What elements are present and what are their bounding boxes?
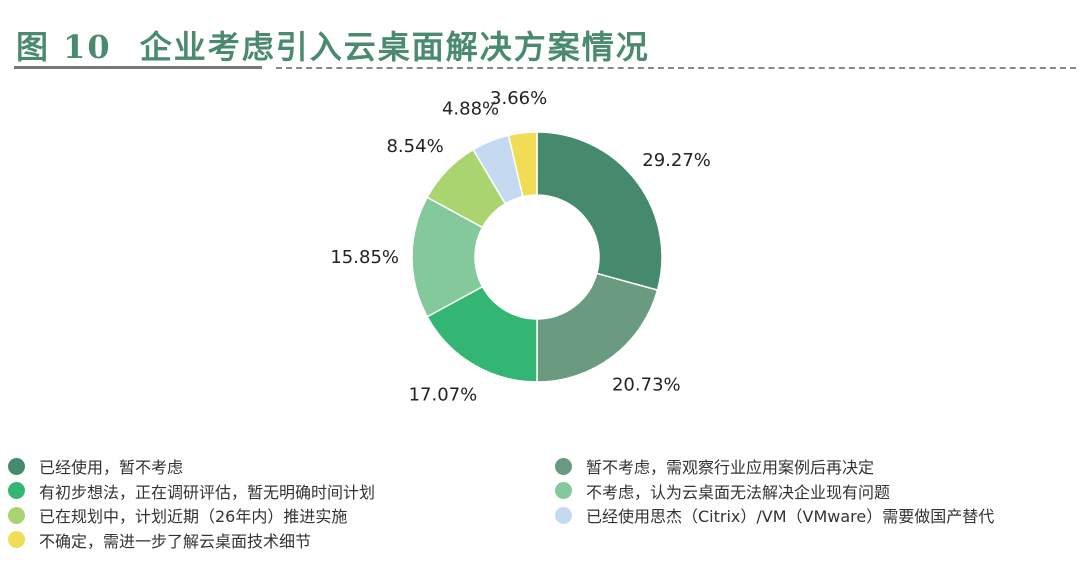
legend-label: 有初步想法，正在调研评估，暂无明确时间计划 <box>39 482 376 502</box>
data-label: 15.85% <box>330 247 399 268</box>
chart-title: 图 10 企业考虑引入云桌面解决方案情况 <box>16 22 650 68</box>
legend-label: 已经使用思杰（Citrix）/VM（VMware）需要做国产替代 <box>586 507 995 527</box>
legend-swatch <box>8 482 25 500</box>
legend-label: 已经使用，暂不考虑 <box>39 458 184 478</box>
legend-item: 已在规划中，计划近期（26年内）推进实施 <box>8 503 375 528</box>
legend-item: 暂不考虑，需观察行业应用案例后再决定 <box>555 454 994 479</box>
legend-swatch <box>555 506 572 524</box>
legend-swatch <box>555 482 572 500</box>
legend-label: 已在规划中，计划近期（26年内）推进实施 <box>39 507 348 527</box>
legend-swatch <box>555 457 572 475</box>
data-label: 8.54% <box>386 136 443 157</box>
legend-swatch <box>8 506 25 524</box>
legend-item: 已经使用思杰（Citrix）/VM（VMware）需要做国产替代 <box>555 503 994 528</box>
legend-right: 暂不考虑，需观察行业应用案例后再决定 不考虑，认为云桌面无法解决企业现有问题已经使… <box>555 454 994 528</box>
legend-swatch <box>8 531 25 549</box>
donut-slice <box>536 131 663 292</box>
donut-slice <box>536 272 659 383</box>
title-rule-solid <box>14 66 262 69</box>
legend-label: 暂不考虑，需观察行业应用案例后再决定 <box>586 458 875 478</box>
data-label: 20.73% <box>612 374 681 395</box>
legend-label: 不考虑，认为云桌面无法解决企业现有问题 <box>586 482 891 502</box>
legend-item: 不确定，需进一步了解云桌面技术细节 <box>8 528 375 553</box>
legend-item: 不考虑，认为云桌面无法解决企业现有问题 <box>555 479 994 504</box>
title-text: 企业考虑引入云桌面解决方案情况 <box>139 28 650 66</box>
legend-item: 已经使用，暂不考虑 <box>8 454 375 479</box>
data-label: 4.88% <box>442 99 499 120</box>
donut-slice <box>507 131 538 198</box>
legend-label: 不确定，需进一步了解云桌面技术细节 <box>39 531 312 551</box>
legend-left: 已经使用，暂不考虑有初步想法，正在调研评估，暂无明确时间计划 已在规划中，计划近期… <box>8 454 375 552</box>
title-rule-dashed <box>276 67 1076 69</box>
data-label: 17.07% <box>409 385 478 406</box>
figure-number: 图 10 <box>16 28 112 66</box>
legend-swatch <box>8 457 25 475</box>
data-label: 3.66% <box>490 88 547 109</box>
legend-item: 有初步想法，正在调研评估，暂无明确时间计划 <box>8 479 375 504</box>
data-label: 29.27% <box>642 150 711 171</box>
